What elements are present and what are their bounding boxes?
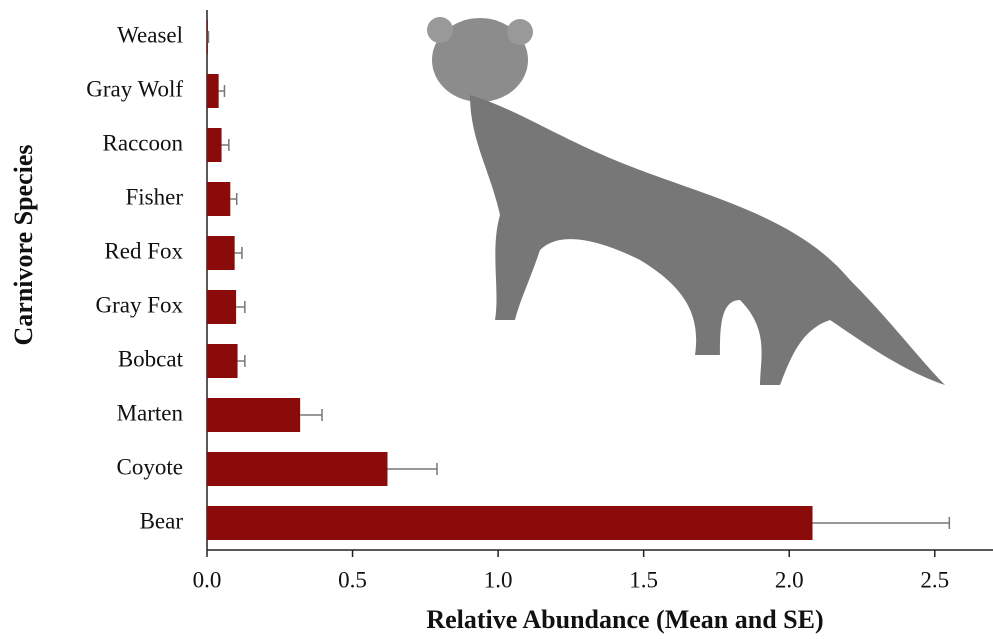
bar xyxy=(207,74,219,108)
bar xyxy=(207,290,237,324)
x-axis-title: Relative Abundance (Mean and SE) xyxy=(426,605,823,634)
x-tick-label: 2.5 xyxy=(920,567,949,592)
y-tick-label: Fisher xyxy=(126,184,184,209)
x-tick-label: 1.0 xyxy=(484,567,513,592)
y-tick-label: Weasel xyxy=(117,22,183,47)
y-tick-label: Gray Fox xyxy=(95,292,183,317)
y-tick-label: Gray Wolf xyxy=(86,76,183,101)
bar xyxy=(207,20,208,54)
illustration xyxy=(427,17,945,385)
bar xyxy=(207,452,388,486)
x-tick-label: 0.0 xyxy=(193,567,222,592)
bar xyxy=(207,128,222,162)
x-tick-label: 1.5 xyxy=(629,567,658,592)
bar xyxy=(207,182,231,216)
x-tick-label: 2.0 xyxy=(775,567,804,592)
bar xyxy=(207,506,813,540)
y-axis-title: Carnivore Species xyxy=(9,145,38,346)
x-tick-label: 0.5 xyxy=(338,567,367,592)
y-tick-label: Coyote xyxy=(117,454,183,479)
y-tick-label: Marten xyxy=(117,400,184,425)
bar xyxy=(207,236,235,270)
bar xyxy=(207,398,301,432)
bar xyxy=(207,344,238,378)
y-tick-label: Raccoon xyxy=(103,130,184,155)
y-tick-label: Bobcat xyxy=(118,346,184,371)
y-tick-label: Bear xyxy=(140,508,184,533)
y-tick-label: Red Fox xyxy=(104,238,183,263)
